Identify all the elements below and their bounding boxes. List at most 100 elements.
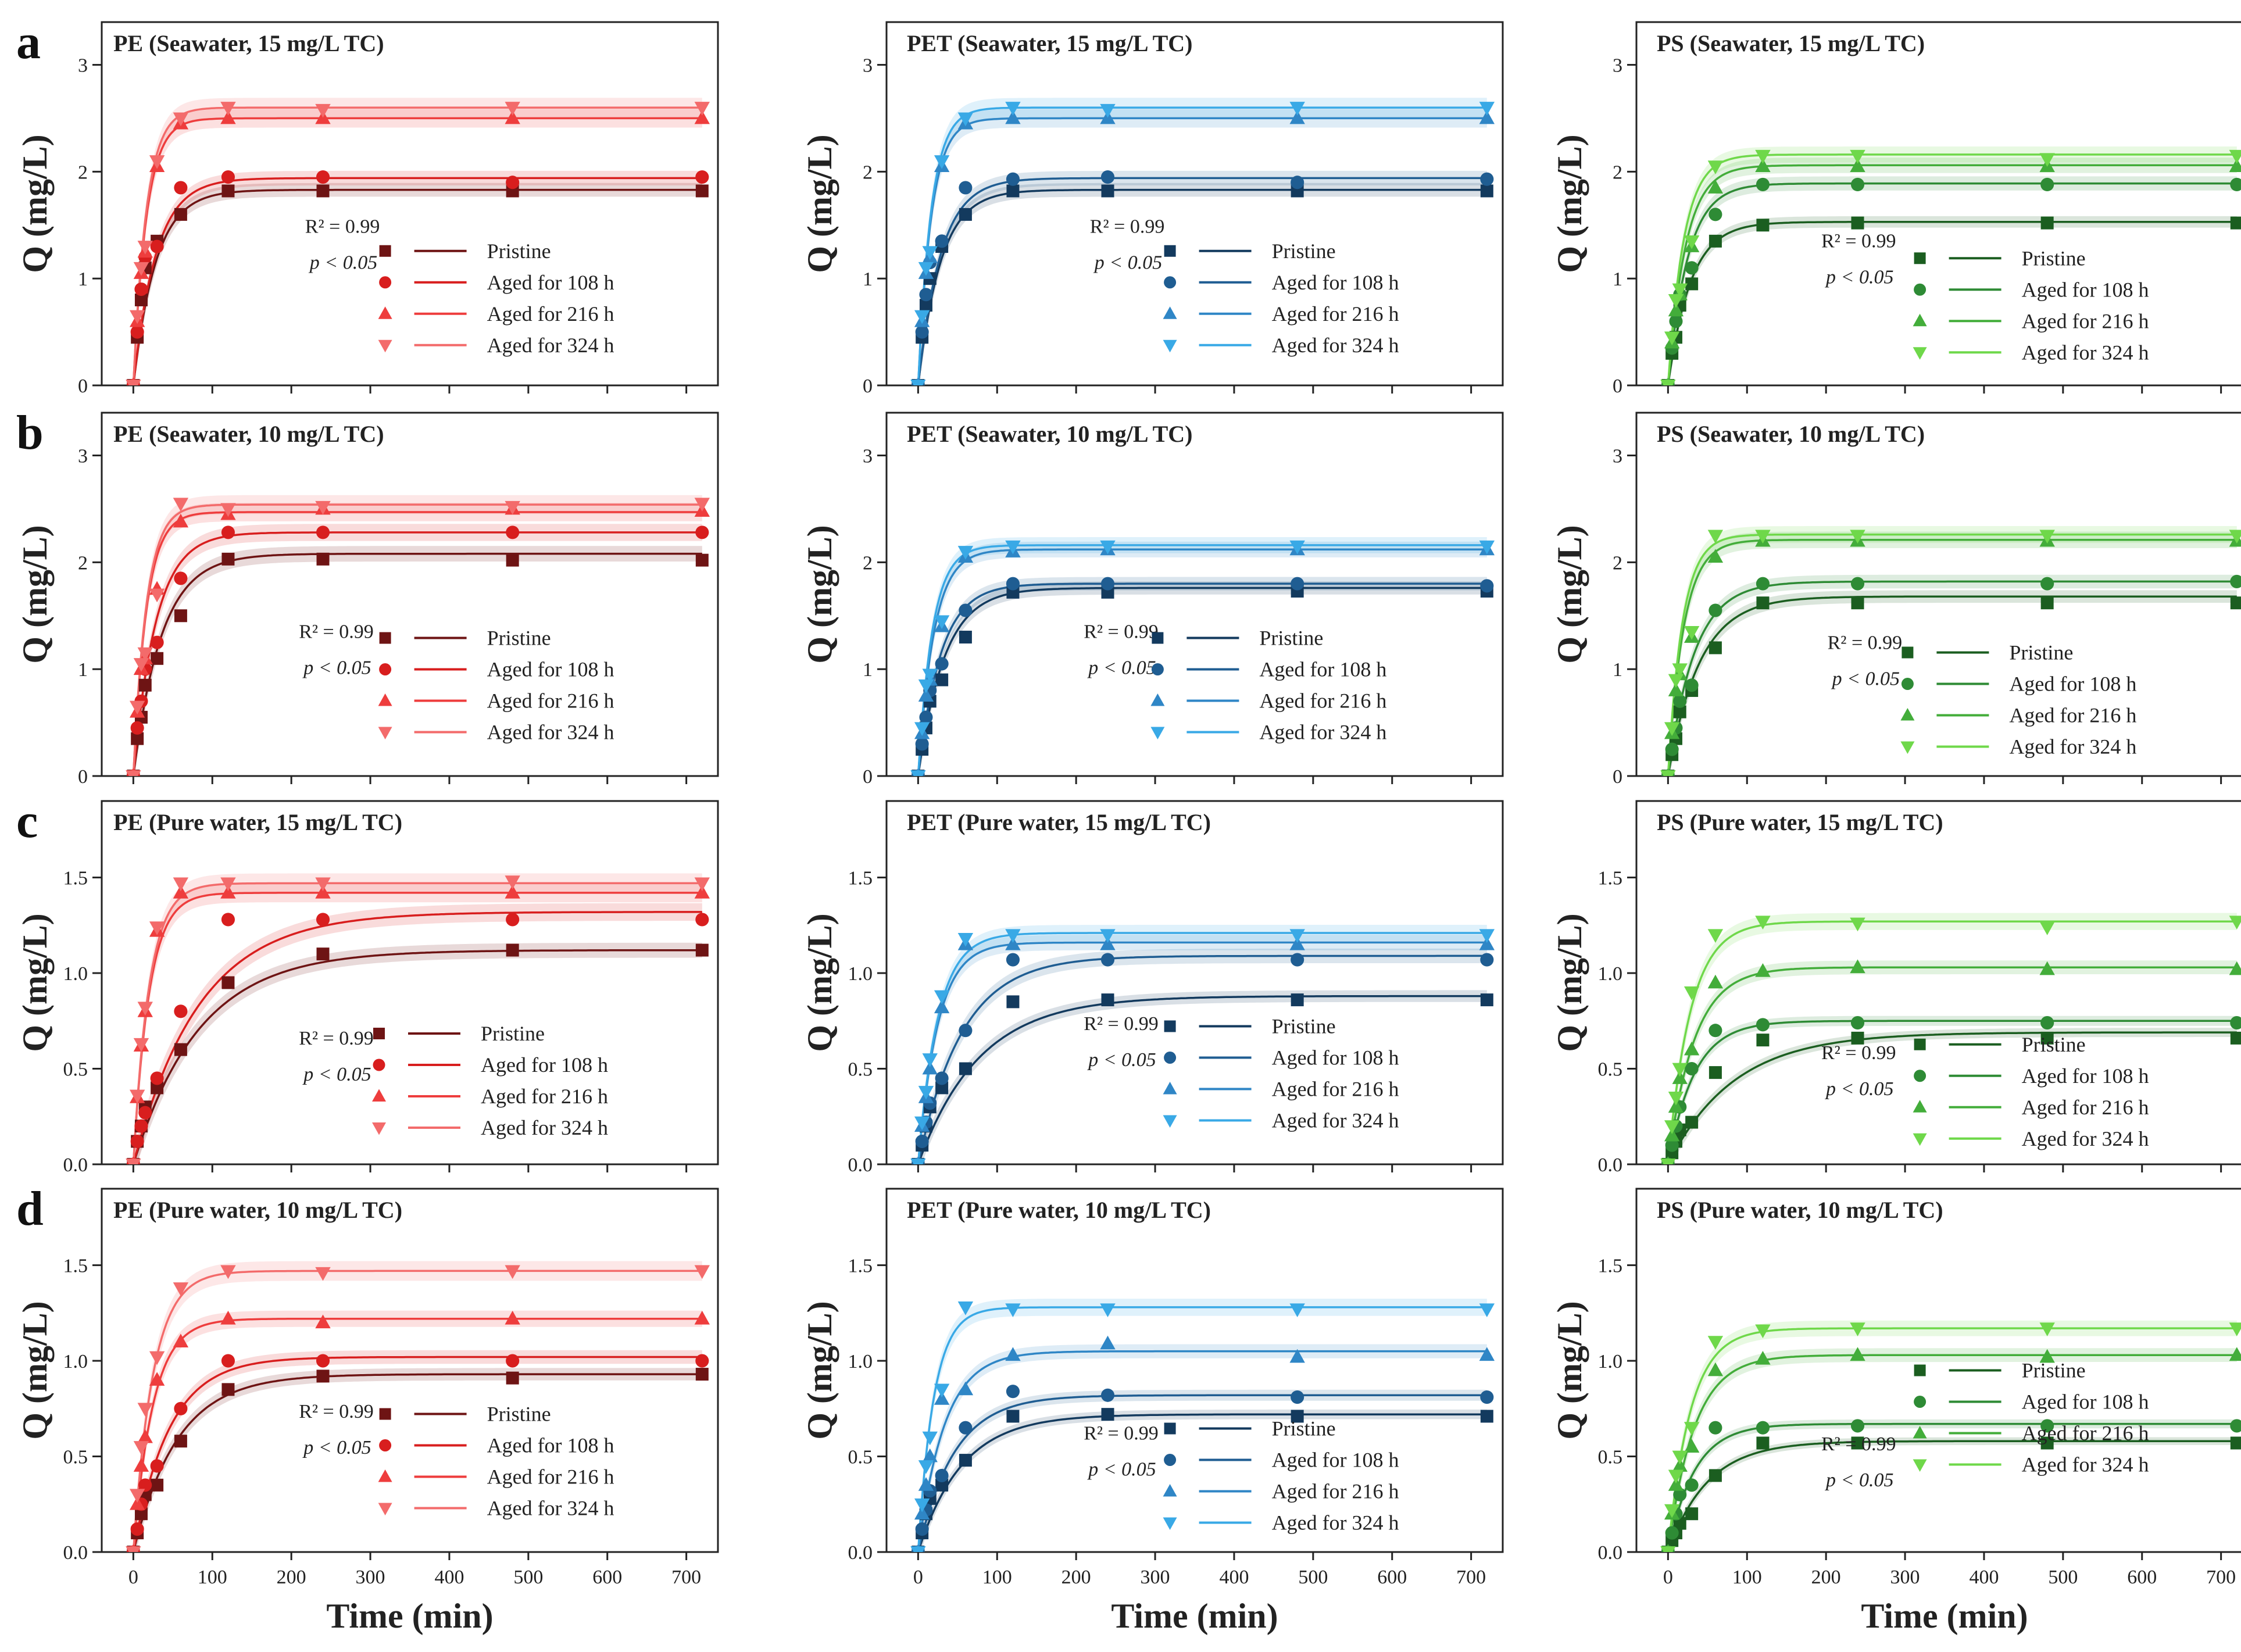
data-point (1850, 1347, 1865, 1361)
x-tick-label: 200 (1061, 1567, 1091, 1588)
confidence-band (133, 1368, 702, 1552)
legend-marker (1164, 245, 1176, 257)
y-tick-label: 1.5 (63, 868, 88, 889)
fit-curve (132, 188, 702, 385)
x-tick-label: 100 (1732, 1567, 1762, 1588)
panel-title: PET (Seawater, 15 mg/L TC) (907, 30, 1193, 56)
panel-title: PS (Pure water, 10 mg/L TC) (1657, 1197, 1943, 1223)
data-point (1660, 380, 1676, 385)
data-point (694, 1310, 710, 1325)
confidence-band (918, 581, 1487, 776)
data-point (1006, 172, 1020, 186)
y-tick-label: 0.5 (1598, 1059, 1623, 1081)
legend-entry: Aged for 216 h (1150, 689, 1386, 713)
data-point (316, 170, 330, 184)
data-point (150, 1459, 164, 1473)
confidence-band (1668, 176, 2237, 385)
data-point (1100, 1335, 1116, 1350)
data-point (1850, 177, 1865, 191)
data-point (506, 943, 519, 957)
data-point (315, 885, 331, 899)
legend-entry: Aged for 324 h (1900, 735, 2136, 759)
panel-1: 0 1 2 3 Q (mg/L) PE (Seawater, 15 mg/L TC) R² … (16, 21, 719, 397)
confidence-band (918, 109, 1487, 385)
data-point (173, 513, 189, 528)
y-tick-label: 0 (78, 376, 88, 397)
r-squared-label: R² = 0.99 (1828, 632, 1903, 653)
legend-entry: Aged for 324 h (372, 1116, 608, 1139)
legend-marker (372, 1122, 386, 1135)
y-tick-label: 1 (1613, 659, 1622, 681)
row-label-d: d (16, 1182, 44, 1236)
plot-frame (101, 800, 719, 1165)
data-point (1006, 1385, 1020, 1399)
confidence-band (918, 1299, 1487, 1552)
confidence-band (918, 170, 1487, 385)
data-point (134, 1507, 148, 1521)
plot-area (910, 98, 1495, 385)
x-axis-label: Time (min) (1861, 1597, 2028, 1635)
x-tick-label: 200 (1811, 1567, 1841, 1588)
legend-marker (1163, 306, 1177, 319)
legend-marker (379, 663, 392, 675)
legend-entry: Aged for 108 h (379, 1434, 614, 1457)
data-point (1851, 1031, 1864, 1045)
y-tick-label: 2 (1613, 552, 1622, 574)
p-value-label: p < 0.05 (1093, 252, 1162, 274)
data-point (505, 1265, 520, 1279)
confidence-band (918, 183, 1487, 385)
data-point (220, 102, 236, 116)
data-point (506, 176, 520, 189)
panel-3: 0 1 2 3 Q (mg/L) PS (Seawater, 15 mg/L TC) R² … (1550, 21, 2241, 397)
data-point (1480, 1410, 1493, 1423)
confidence-band (133, 183, 702, 385)
legend-marker (1151, 663, 1164, 675)
legend-entry: Aged for 324 h (378, 1497, 614, 1520)
legend-label: Aged for 324 h (2009, 735, 2136, 759)
p-value-label: p < 0.05 (302, 1437, 371, 1458)
data-point (1005, 936, 1021, 950)
data-point (138, 1478, 152, 1492)
data-point (914, 722, 930, 736)
legend-label: Aged for 108 h (487, 658, 614, 681)
legend-label: Aged for 216 h (1259, 689, 1386, 713)
data-point (1707, 530, 1724, 544)
data-point (1707, 160, 1724, 174)
legend-marker (1913, 347, 1927, 360)
legend-entry: Aged for 324 h (1163, 1109, 1399, 1132)
plot-area (1660, 1320, 2241, 1552)
x-tick-label: 100 (198, 1567, 227, 1588)
confidence-band (133, 1261, 702, 1552)
legend-label: Pristine (1272, 239, 1336, 263)
data-point (220, 503, 236, 517)
y-axis-label: Q (mg/L) (16, 525, 54, 663)
data-point (138, 678, 152, 692)
data-point (505, 1310, 520, 1325)
y-tick-label: 1 (863, 269, 873, 290)
confidence-band (1668, 216, 2237, 385)
y-tick-label: 2 (1613, 162, 1622, 183)
data-point (694, 885, 710, 899)
data-point (174, 1401, 188, 1415)
data-point (934, 155, 950, 169)
data-point (506, 553, 519, 567)
legend-label: Aged for 216 h (2022, 309, 2149, 332)
data-point (505, 885, 520, 899)
legend-marker (1913, 1100, 1927, 1113)
legend-marker (1913, 1426, 1927, 1439)
plot-area (126, 1261, 710, 1552)
y-tick-label: 1.0 (1598, 963, 1623, 985)
confidence-band (133, 883, 702, 1164)
confidence-band (133, 524, 702, 776)
data-point (957, 546, 974, 560)
data-point (918, 688, 934, 702)
panel-title: PET (Pure water, 10 mg/L TC) (907, 1197, 1211, 1223)
x-tick-label: 700 (1456, 1567, 1486, 1588)
data-point (957, 1381, 974, 1396)
data-point (2039, 961, 2055, 975)
data-point (1709, 234, 1722, 248)
data-point (1479, 929, 1495, 943)
legend-entry: Aged for 324 h (1163, 1511, 1399, 1535)
data-point (1480, 172, 1494, 186)
data-point (138, 1106, 152, 1120)
